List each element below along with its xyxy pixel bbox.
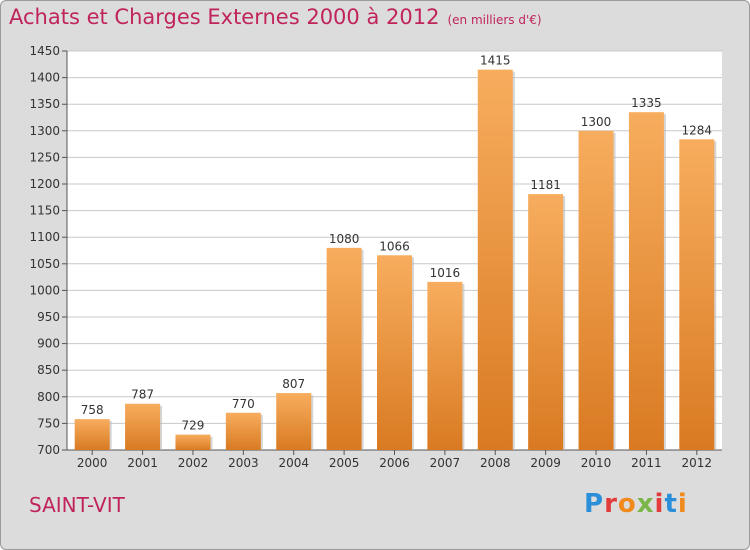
title-block: Achats et Charges Externes 2000 à 2012 (e… [9,5,542,29]
bar-value-label: 807 [282,377,305,391]
x-tick-label: 2010 [581,456,612,470]
x-tick-label: 2011 [631,456,662,470]
bar-value-label: 1066 [379,239,410,253]
proxiti-logo: Proxiti [584,489,688,519]
y-tick-label: 800 [37,390,60,404]
y-tick-label: 1000 [29,283,60,297]
y-tick-label: 1300 [29,124,60,138]
y-tick-label: 1350 [29,97,60,111]
bar-value-label: 1080 [329,232,360,246]
bar [477,69,513,451]
y-tick-label: 1450 [29,44,60,58]
bar [578,130,614,451]
bar-value-label: 758 [81,403,104,417]
x-tick-label: 2004 [278,456,309,470]
bar-value-label: 1335 [631,96,662,110]
x-tick-label: 2012 [682,456,713,470]
bar-value-label: 1181 [530,178,561,192]
bar [326,247,362,450]
bar [74,419,110,450]
bar [377,255,412,450]
bar-value-label: 1415 [480,54,511,68]
y-tick-label: 700 [37,443,60,457]
x-tick-label: 2007 [430,456,461,470]
chart-subtitle: (en milliers d'€) [447,13,542,27]
bar-value-label: 729 [182,419,205,433]
y-tick-label: 1100 [29,230,60,244]
bar-value-label: 787 [131,388,154,402]
x-tick-label: 2000 [77,456,108,470]
x-tick-label: 2006 [379,456,410,470]
bar [276,393,312,450]
y-tick-label: 1200 [29,177,60,191]
x-tick-label: 2005 [329,456,360,470]
x-tick-label: 2009 [530,456,561,470]
x-tick-label: 2002 [178,456,209,470]
x-tick-label: 2003 [228,456,259,470]
bar-value-label: 1300 [581,115,612,129]
y-tick-label: 1250 [29,150,60,164]
bar-value-label: 770 [232,397,255,411]
x-tick-label: 2008 [480,456,511,470]
commune-name: SAINT-VIT [29,493,125,517]
y-tick-label: 1050 [29,257,60,271]
bar [679,139,715,450]
y-tick-label: 1400 [29,71,60,85]
bar-value-label: 1284 [682,123,713,137]
bar [628,112,664,451]
x-tick-label: 2001 [127,456,158,470]
y-tick-label: 1150 [29,204,60,218]
bar [225,412,261,450]
chart-title: Achats et Charges Externes 2000 à 2012 [9,5,440,29]
bar-value-label: 1016 [430,266,461,280]
bar [175,434,211,450]
bar [427,281,463,450]
y-tick-label: 850 [37,363,60,377]
bar [125,403,161,450]
y-tick-label: 750 [37,416,60,430]
bar [528,194,564,450]
y-tick-label: 900 [37,337,60,351]
y-tick-label: 950 [37,310,60,324]
